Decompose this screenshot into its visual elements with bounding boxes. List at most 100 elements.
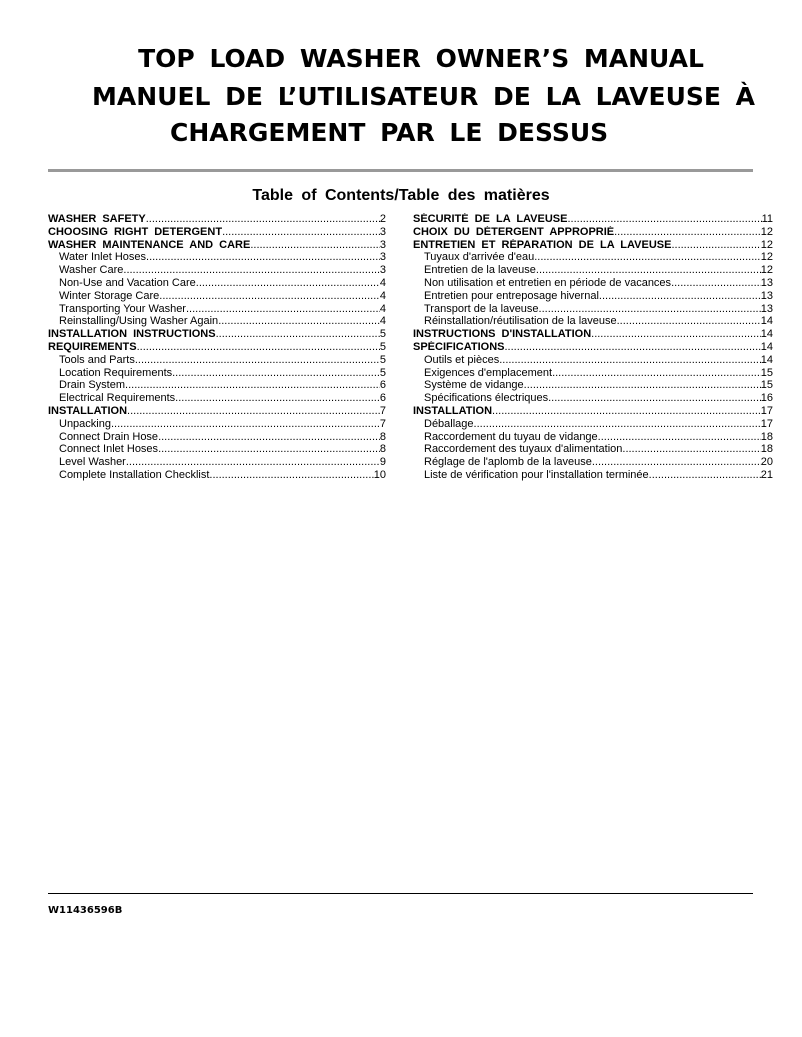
toc-entry[interactable]: Connect Inlet Hoses 8 (48, 443, 386, 456)
toc-entry-page: 13 (760, 276, 773, 289)
toc-entry-page: 14 (760, 340, 773, 353)
toc-entry-label: WASHER MAINTENANCE AND CARE (48, 238, 251, 251)
toc-entry-label: SPÉCIFICATIONS (413, 340, 505, 353)
toc-entry-page: 6 (379, 392, 386, 405)
toc-entry[interactable]: SPÉCIFICATIONS 14 (413, 341, 773, 354)
toc-entry-label: Tools and Parts (59, 353, 135, 366)
toc-entry[interactable]: SÉCURITÉ DE LA LAVEUSE 11 (413, 213, 773, 226)
toc-entry[interactable]: Outils et pièces 14 (413, 354, 773, 367)
toc-entry[interactable]: WASHER SAFETY 2 (48, 213, 386, 226)
toc-entry[interactable]: Raccordement des tuyaux d'alimentation 18 (413, 443, 773, 456)
toc-entry[interactable]: Spécifications électriques 16 (413, 392, 773, 405)
toc-entry-page: 14 (760, 315, 773, 328)
toc-entry[interactable]: Connect Drain Hose 8 (48, 431, 386, 444)
toc-entry[interactable]: Entretien pour entreposage hivernal 13 (413, 290, 773, 303)
dot-leader (175, 392, 380, 405)
toc-entry-page: 3 (379, 238, 386, 251)
toc-entry-page: 8 (379, 430, 386, 443)
toc-entry[interactable]: Electrical Requirements 6 (48, 392, 386, 405)
toc-entry-page: 4 (379, 289, 386, 302)
toc-entry-label: Réinstallation/réutilisation de la laveu… (424, 315, 617, 328)
toc-entry[interactable]: Drain System 6 (48, 379, 386, 392)
toc-entry[interactable]: Liste de vérification pour l'installatio… (413, 469, 773, 482)
toc-english: WASHER SAFETY2CHOOSING RIGHT DETERGENT3W… (48, 213, 386, 482)
toc-entry[interactable]: Tools and Parts 5 (48, 354, 386, 367)
dot-leader (146, 251, 380, 264)
toc-entry-label: CHOOSING RIGHT DETERGENT (48, 225, 223, 238)
toc-entry[interactable]: INSTRUCTIONS D'INSTALLATION 14 (413, 328, 773, 341)
toc-entry[interactable]: ENTRETIEN ET RÉPARATION DE LA LAVEUSE 12 (413, 239, 773, 252)
toc-entry[interactable]: INSTALLATION INSTRUCTIONS 5 (48, 328, 386, 341)
toc-entry-label: Connect Drain Hose (59, 430, 159, 443)
toc-entry[interactable]: Réglage de l'aplomb de la laveuse 20 (413, 456, 773, 469)
dot-leader (592, 456, 761, 469)
toc-entry-page: 3 (379, 264, 386, 277)
toc-entry-label: Location Requirements (59, 366, 173, 379)
toc-entry-page: 17 (760, 417, 773, 430)
dot-leader (504, 341, 760, 354)
toc-entry-page: 18 (760, 430, 773, 443)
dot-leader (125, 379, 380, 392)
dot-leader (127, 405, 380, 418)
toc-entry[interactable]: Entretien de la laveuse 12 (413, 264, 773, 277)
toc-entry[interactable]: Transporting Your Washer 4 (48, 303, 386, 316)
toc-entry-label: Spécifications électriques (424, 392, 549, 405)
dot-leader (671, 239, 760, 252)
toc-entry-page: 3 (379, 251, 386, 264)
toc-entry[interactable]: CHOIX DU DÉTERGENT APPROPRIÉ 12 (413, 226, 773, 239)
toc-entry-page: 4 (379, 276, 386, 289)
toc-entry[interactable]: Déballage 17 (413, 418, 773, 431)
toc-entry-label: Entretien pour entreposage hivernal (424, 289, 599, 302)
toc-entry-label: WASHER SAFETY (48, 213, 146, 225)
dot-leader (135, 354, 380, 367)
toc-entry-label: Unpacking (59, 417, 111, 430)
toc-entry-label: Electrical Requirements (59, 392, 176, 405)
toc-entry-label: Liste de vérification pour l'installatio… (424, 468, 649, 481)
dot-leader (548, 392, 761, 405)
dot-leader (567, 213, 761, 226)
toc-entry-page: 14 (760, 353, 773, 366)
toc-entry-label: INSTALLATION (48, 404, 128, 417)
toc-entry[interactable]: Raccordement du tuyau de vidange 18 (413, 431, 773, 444)
toc-entry[interactable]: Complete Installation Checklist 10 (48, 469, 386, 482)
toc-entry[interactable]: Unpacking 7 (48, 418, 386, 431)
toc-entry[interactable]: Location Requirements 5 (48, 367, 386, 380)
dot-leader (598, 431, 761, 444)
toc-entry[interactable]: Système de vidange 15 (413, 379, 773, 392)
toc-entry[interactable]: Reinstalling/Using Washer Again 4 (48, 315, 386, 328)
dot-leader (196, 277, 380, 290)
toc-heading: Table of Contents/Table des matières (252, 187, 550, 204)
toc-entry[interactable]: INSTALLATION 17 (413, 405, 773, 418)
toc-entry-page: 5 (379, 353, 386, 366)
toc-entry[interactable]: Non-Use and Vacation Care 4 (48, 277, 386, 290)
toc-entry[interactable]: Tuyaux d'arrivée d'eau 12 (413, 251, 773, 264)
toc-entry[interactable]: Level Washer 9 (48, 456, 386, 469)
toc-entry-label: Connect Inlet Hoses (59, 443, 159, 456)
title-french-line1: MANUEL DE L’UTILISATEUR DE LA LAVEUSE À (92, 82, 756, 111)
toc-entry[interactable]: Non utilisation et entretien en période … (413, 277, 773, 290)
toc-entry[interactable]: Winter Storage Care 4 (48, 290, 386, 303)
toc-entry[interactable]: Réinstallation/réutilisation de la laveu… (413, 315, 773, 328)
toc-french: SÉCURITÉ DE LA LAVEUSE11CHOIX DU DÉTERGE… (413, 213, 773, 482)
toc-entry-label: Entretien de la laveuse (424, 264, 536, 277)
toc-entry-page: 5 (379, 340, 386, 353)
toc-entry-page: 10 (373, 468, 386, 481)
toc-entry[interactable]: Washer Care 3 (48, 264, 386, 277)
toc-entry[interactable]: Exigences d'emplacement 15 (413, 367, 773, 380)
toc-entry[interactable]: CHOOSING RIGHT DETERGENT 3 (48, 226, 386, 239)
dot-leader (599, 290, 761, 303)
title-english: TOP LOAD WASHER OWNER’S MANUAL (138, 44, 704, 73)
toc-entry-label: Level Washer (59, 456, 126, 469)
toc-entry-label: Raccordement du tuyau de vidange (424, 430, 598, 443)
dot-leader (158, 431, 380, 444)
toc-entry[interactable]: REQUIREMENTS 5 (48, 341, 386, 354)
toc-entry[interactable]: Water Inlet Hoses 3 (48, 251, 386, 264)
toc-entry[interactable]: Transport de la laveuse 13 (413, 303, 773, 316)
toc-entry[interactable]: INSTALLATION 7 (48, 405, 386, 418)
dot-leader (499, 354, 761, 367)
dot-leader (536, 264, 761, 277)
toc-entry[interactable]: WASHER MAINTENANCE AND CARE 3 (48, 239, 386, 252)
toc-entry-page: 11 (761, 213, 773, 225)
toc-entry-label: Transport de la laveuse (424, 302, 539, 315)
